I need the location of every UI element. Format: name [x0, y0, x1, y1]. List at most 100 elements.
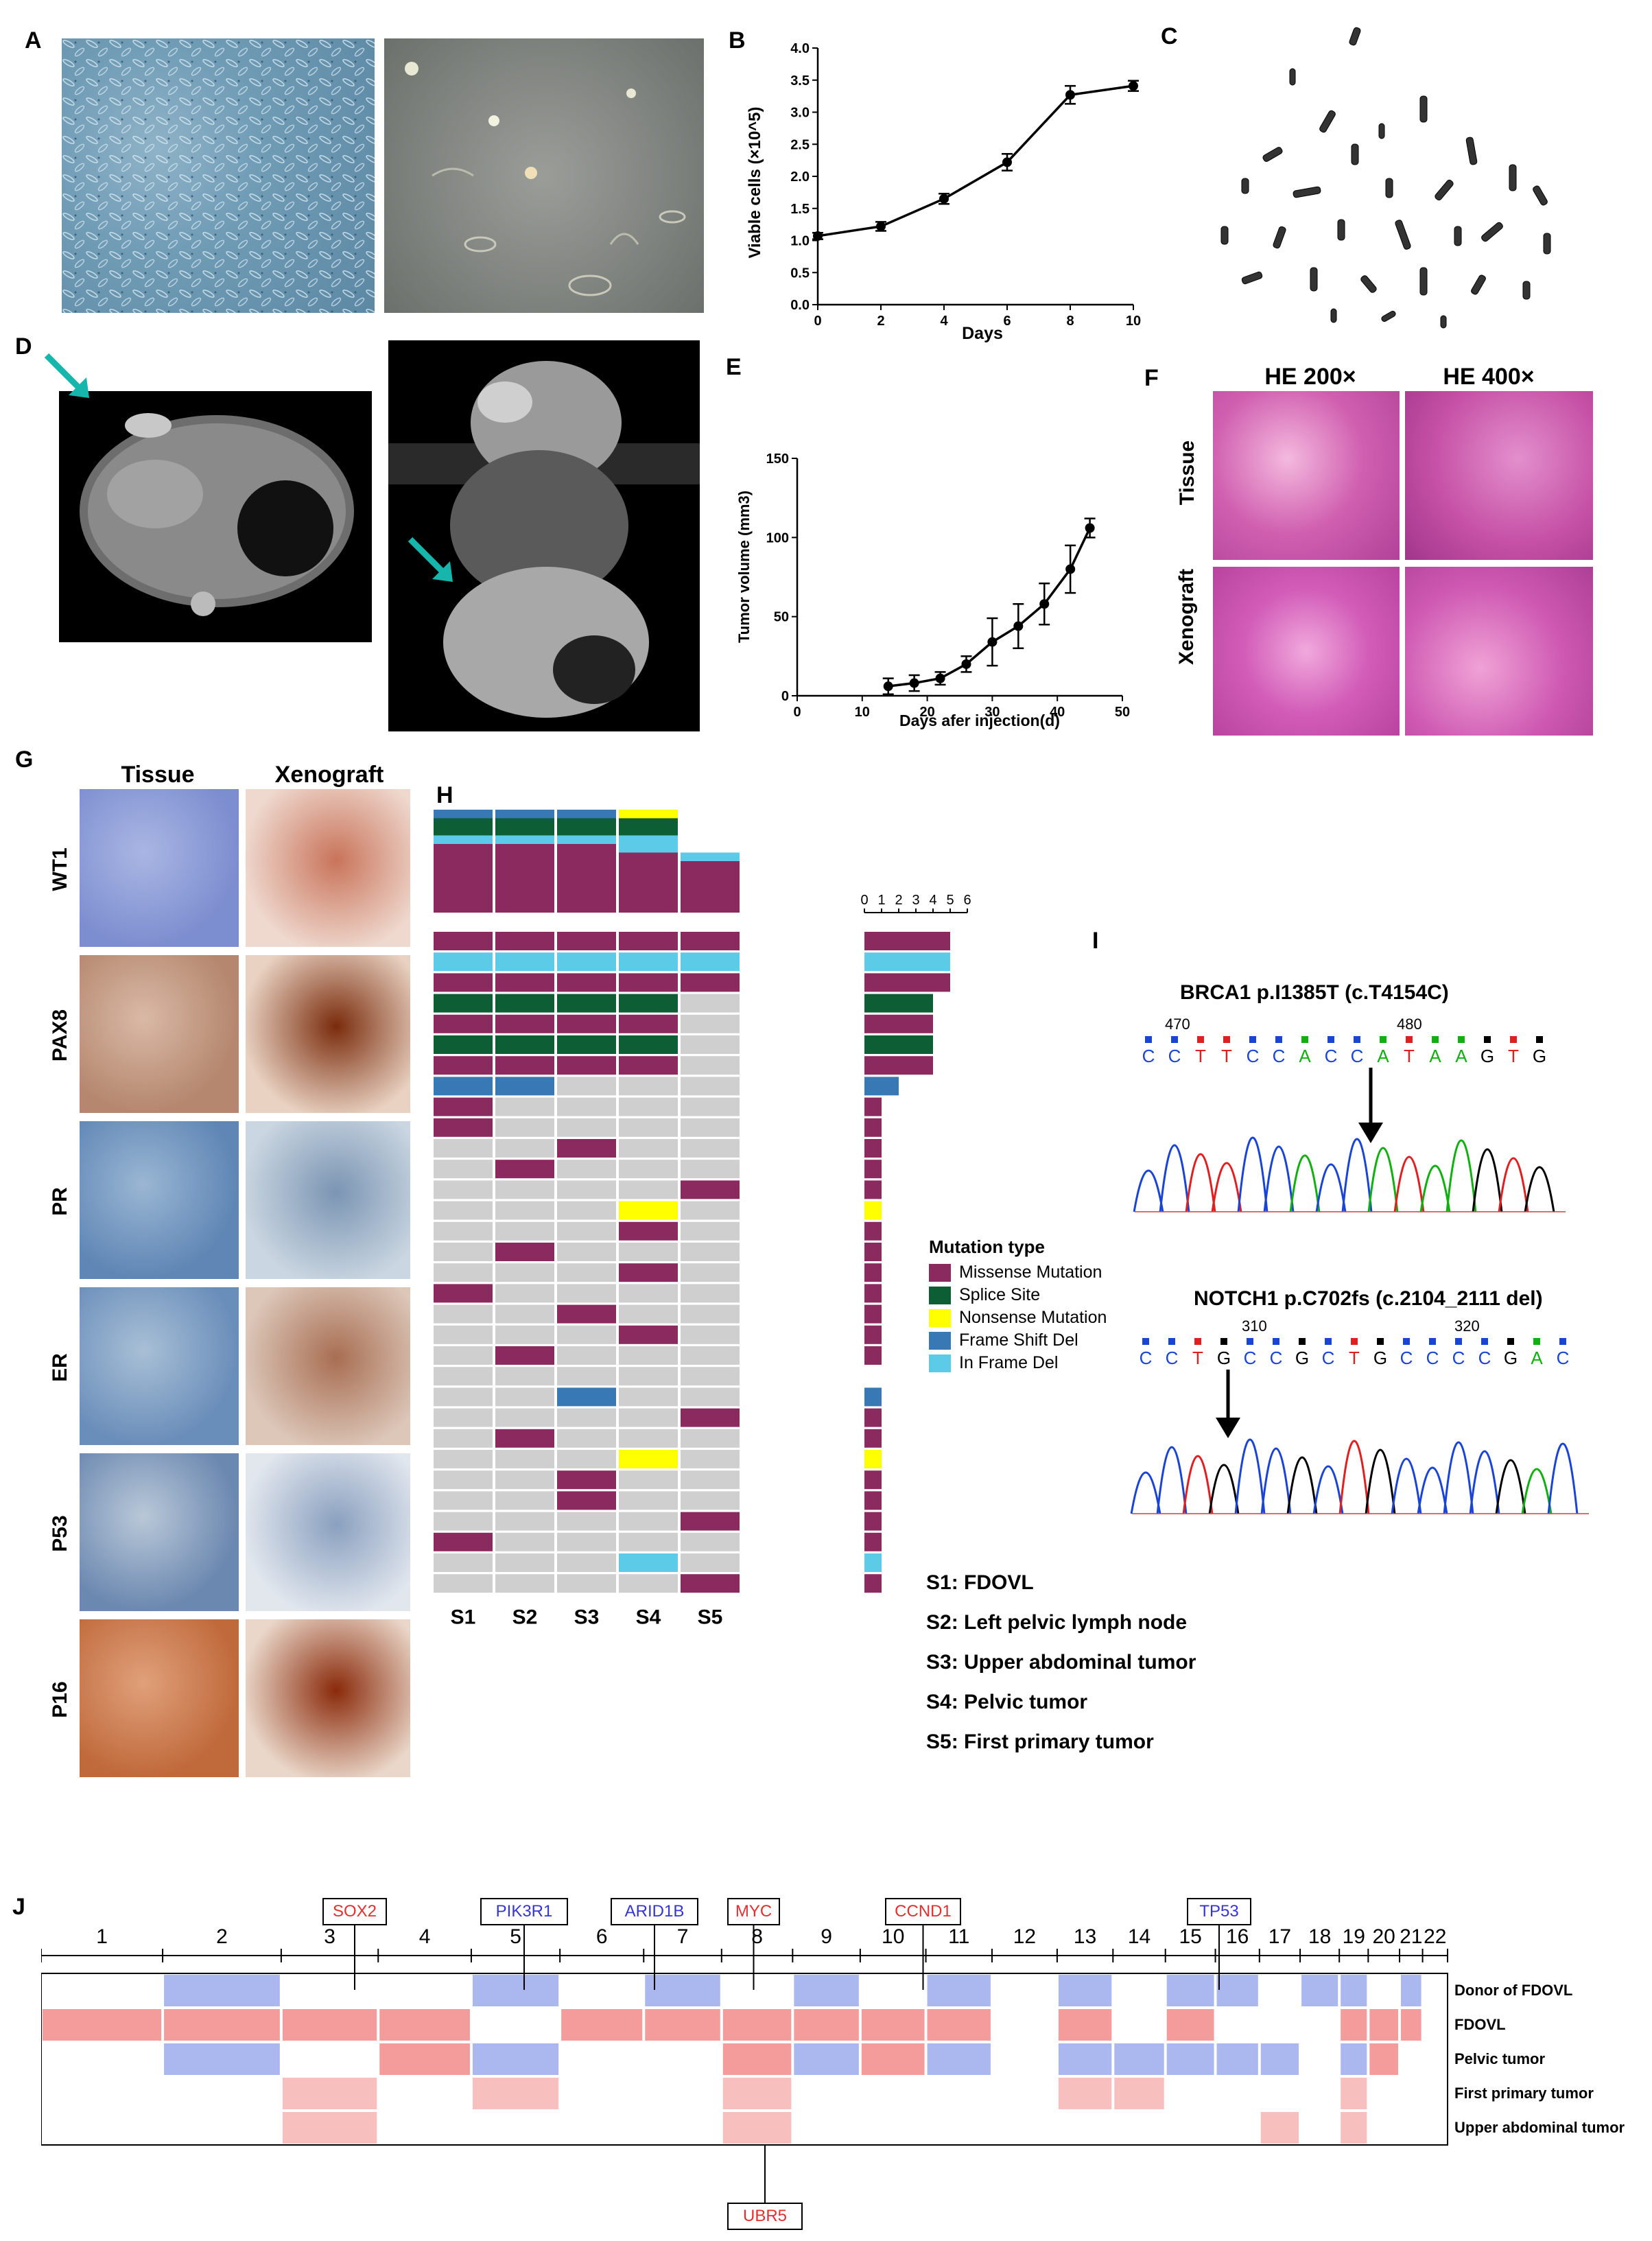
onco-side-bar	[864, 1553, 882, 1572]
onco-top-bar-missense	[495, 844, 554, 913]
cnv-segment	[282, 2078, 377, 2109]
base-tick	[1377, 1338, 1384, 1345]
cnv-segment	[1260, 2112, 1299, 2144]
ihc-tissue-pr	[80, 1121, 239, 1279]
onco-cell	[619, 1077, 678, 1096]
onco-cell	[495, 952, 554, 972]
e-ytick-label: 50	[774, 610, 789, 625]
onco-side-bar	[864, 1387, 882, 1407]
onco-top-bar-nonsense	[619, 810, 678, 819]
onco-cell	[434, 1450, 493, 1468]
onco-cell	[619, 1056, 678, 1075]
onco-cell	[557, 1450, 616, 1468]
growth-curve-plot: 0.0 0.5 1.0 1.5 2.0 2.5 3.0 3.5 4.0 0 2 4 6 8 10	[790, 41, 1141, 329]
legend-item-missense: Missense Mutation	[929, 1263, 1102, 1282]
panel-label-b: B	[729, 27, 746, 54]
onco-cell	[619, 1367, 678, 1386]
onco-cell	[495, 1532, 554, 1551]
panel-label-j: J	[12, 1894, 25, 1920]
base-tick	[1406, 1036, 1413, 1043]
onco-cell	[681, 1180, 740, 1199]
onco-cell	[681, 932, 740, 950]
onco-cell	[495, 1056, 554, 1075]
b-ytick-label: 1.0	[790, 234, 810, 249]
f-col2-header: HE 400×	[1443, 364, 1535, 390]
base-tick	[1142, 1338, 1149, 1345]
onco-cell	[619, 932, 678, 950]
base-tick	[1223, 1036, 1230, 1043]
onco-cell	[557, 952, 616, 972]
cnv-segment	[164, 2043, 280, 2075]
onco-cell	[495, 1304, 554, 1324]
panel-label-g: G	[15, 747, 34, 773]
onco-cell	[619, 1097, 678, 1116]
onco-cell	[434, 932, 493, 950]
onco-side-bar	[864, 1097, 882, 1116]
base-tick	[1328, 1036, 1334, 1043]
onco-cell	[557, 1346, 616, 1365]
onco-cell	[557, 994, 616, 1013]
onco-cell	[681, 1574, 740, 1593]
onco-cell	[434, 1160, 493, 1179]
cnv-segment	[1166, 2009, 1214, 2041]
base-tick	[1429, 1338, 1436, 1345]
onco-cell	[619, 1243, 678, 1261]
base-tick	[1458, 1036, 1465, 1043]
onco-cell	[434, 1035, 493, 1054]
onco-top-bar-inframe	[495, 835, 554, 844]
trace-peak	[1237, 1136, 1268, 1212]
gene-box-sox2: SOX2	[322, 1898, 387, 1925]
cnv-segment	[1114, 2043, 1164, 2075]
legend-swatch	[929, 1331, 951, 1350]
cnv-segment	[794, 2009, 859, 2041]
cnv-segment	[472, 2043, 559, 2075]
cnv-segment	[722, 2078, 792, 2109]
cnv-segment	[1369, 2043, 1399, 2075]
onco-cell	[557, 1201, 616, 1220]
e-xlabel: Days afer injection(d)	[899, 712, 1060, 729]
onco-side-bar	[864, 1429, 882, 1448]
onco-side-xtick-label: 0	[860, 893, 868, 908]
onco-cell	[495, 1180, 554, 1199]
base-tick	[1403, 1338, 1410, 1345]
onco-cell	[681, 952, 740, 972]
onco-cell	[557, 1014, 616, 1033]
base-letter: T	[1221, 1046, 1232, 1066]
base-letter: T	[1508, 1046, 1519, 1066]
base-tick	[1325, 1338, 1332, 1345]
onco-side-bar	[864, 1450, 882, 1468]
cnv-segment	[43, 2009, 162, 2041]
e-xtick-label: 50	[1115, 705, 1130, 720]
legend-label: Splice Site	[959, 1285, 1041, 1304]
onco-cell	[681, 1346, 740, 1365]
onco-cell	[681, 1139, 740, 1158]
onco-cell	[681, 1221, 740, 1241]
sample-key-item: S1: FDOVL	[926, 1571, 1034, 1594]
cnv-segment	[861, 2043, 925, 2075]
cnv-segment	[1058, 1975, 1112, 2006]
cnv-segment	[1058, 2078, 1112, 2109]
f-row2-label: Xenograft	[1175, 569, 1198, 666]
b-ytick-label: 0.0	[790, 298, 810, 313]
onco-cell	[495, 994, 554, 1013]
e-ylabel: Tumor volume (mm3)	[735, 491, 753, 643]
onco-cell	[557, 1574, 616, 1593]
onco-side-xtick-label: 5	[946, 893, 954, 908]
onco-cell	[619, 1180, 678, 1199]
legend-item-nonsense: Nonsense Mutation	[929, 1308, 1107, 1328]
onco-side-bar	[864, 1263, 882, 1282]
chromosome-label-1: 1	[96, 1925, 108, 1948]
onco-cell	[434, 1429, 493, 1448]
onco-top-bar-inframe	[619, 835, 678, 853]
onco-cell	[434, 1056, 493, 1075]
base-letter: A	[1299, 1046, 1311, 1066]
base-tick	[1194, 1338, 1201, 1345]
onco-cell	[495, 1450, 554, 1468]
base-tick	[1533, 1338, 1540, 1345]
cnv-segment	[1369, 2009, 1399, 2041]
legend-title: Mutation type	[929, 1236, 1045, 1257]
cnv-segment	[794, 2043, 859, 2075]
e-xtick-label: 30	[984, 705, 1000, 720]
notch1-trace	[1130, 1438, 1589, 1514]
cnv-segment	[1301, 1975, 1338, 2006]
